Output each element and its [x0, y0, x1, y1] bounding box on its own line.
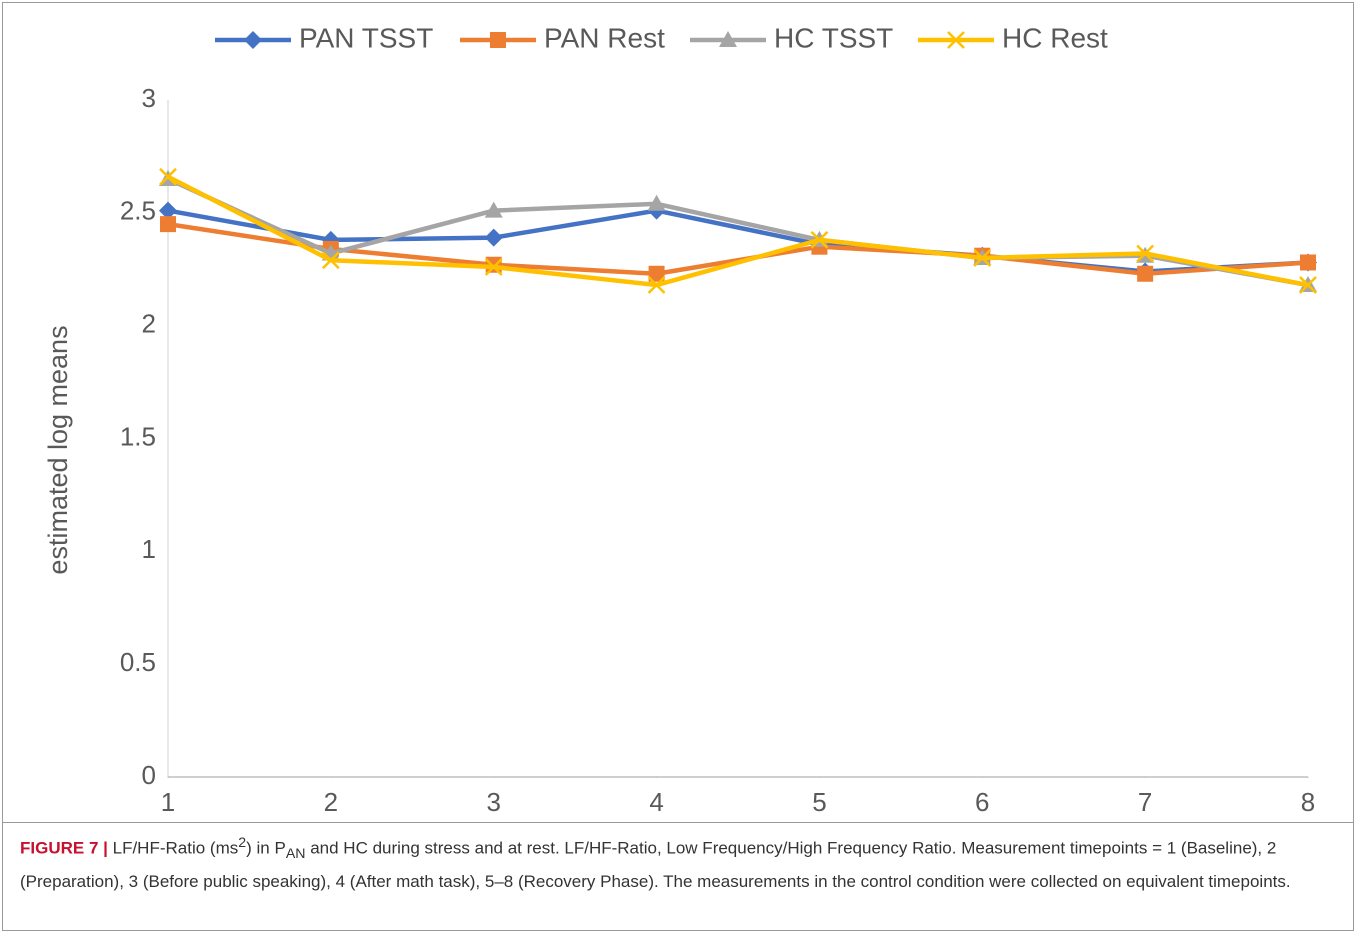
legend-marker — [947, 31, 965, 49]
y-tick-label: 0.5 — [120, 647, 156, 677]
caption-label: FIGURE 7 | — [20, 838, 108, 858]
data-point — [647, 194, 666, 211]
legend-label: HC Rest — [1002, 22, 1108, 53]
data-point — [484, 258, 503, 276]
legend-label: PAN TSST — [299, 22, 433, 53]
data-point — [321, 251, 340, 270]
legend-marker — [244, 31, 262, 49]
y-tick-label: 3 — [142, 83, 156, 113]
series-line — [167, 221, 1309, 277]
caption-sub: AN — [285, 846, 306, 863]
data-point — [1299, 276, 1317, 294]
data-point — [810, 231, 829, 249]
legend-marker — [719, 31, 737, 47]
x-tick-label: 2 — [324, 787, 338, 817]
x-tick-label: 5 — [812, 787, 826, 817]
data-point — [973, 249, 992, 267]
caption-text: LF/HF-Ratio (ms — [112, 838, 239, 858]
data-point — [1300, 254, 1316, 271]
series-line — [166, 174, 1309, 288]
y-tick-label: 2 — [142, 309, 156, 339]
separator — [2, 822, 1354, 823]
legend-label: PAN Rest — [544, 22, 665, 53]
data-point — [484, 201, 503, 218]
caption: FIGURE 7 | LF/HF-Ratio (ms2) in PAN and … — [20, 830, 1338, 895]
caption-text: ) in P — [246, 838, 286, 858]
chart: estimated log means 0 0.5 1 1.5 2 2.5 3 1 2 3 4 5 6 7… — [43, 22, 1317, 817]
data-point — [484, 228, 503, 247]
x-tick-label: 3 — [486, 787, 500, 817]
y-tick-label: 0 — [142, 760, 156, 790]
y-tick-label: 1 — [142, 534, 156, 564]
data-point — [647, 276, 666, 294]
data-point — [1136, 244, 1155, 263]
data-point — [648, 265, 665, 282]
data-point — [159, 201, 177, 220]
x-tick-label: 7 — [1138, 787, 1152, 817]
data-point — [159, 167, 177, 186]
legend-marker — [490, 32, 506, 48]
y-tick-label: 2.5 — [120, 196, 156, 226]
x-tick-label: 1 — [161, 787, 175, 817]
caption-text: and HC during stress and at rest. LF/HF-… — [20, 838, 1291, 892]
legend-label: HC TSST — [774, 22, 893, 53]
data-point — [160, 216, 176, 233]
y-tick-label: 1.5 — [120, 421, 156, 451]
y-axis-label: estimated log means — [43, 325, 73, 574]
data-point — [1137, 265, 1154, 282]
x-tick-label: 8 — [1301, 787, 1315, 817]
x-tick-label: 4 — [649, 787, 663, 817]
caption-sup: 2 — [238, 835, 247, 851]
x-tick-label: 6 — [975, 787, 989, 817]
